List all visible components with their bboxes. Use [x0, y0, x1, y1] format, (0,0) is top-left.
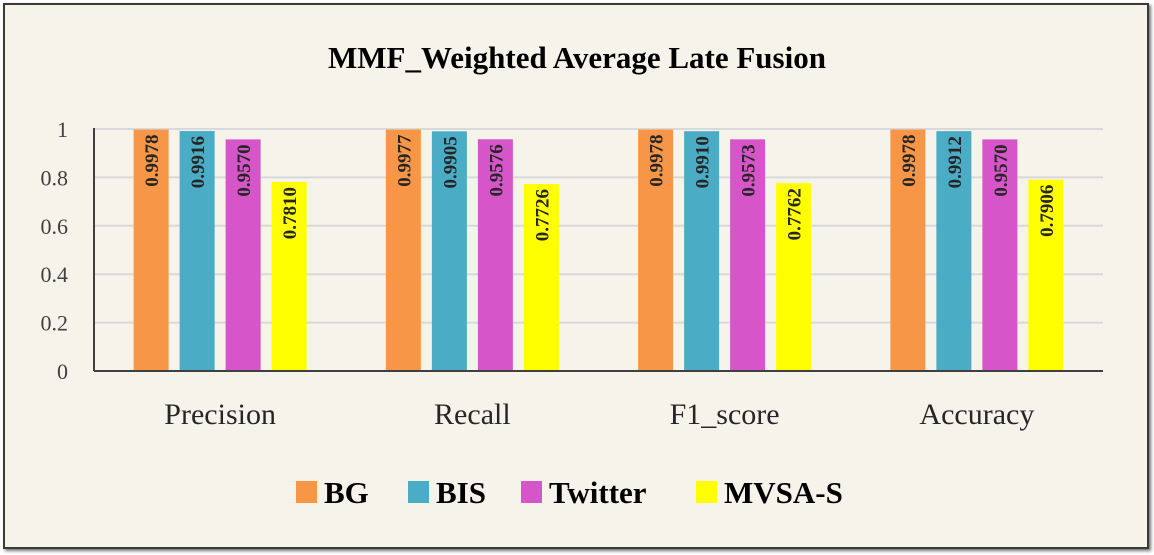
- bar-twitter-recall: [477, 139, 513, 371]
- data-label: 0.7810: [280, 187, 301, 239]
- y-tick-label: 0.8: [41, 165, 69, 190]
- legend-label-bis: BIS: [436, 475, 486, 510]
- legend-label-twitter: Twitter: [549, 475, 647, 510]
- legend-swatch-bg: [296, 481, 317, 503]
- y-tick-label: 1: [57, 117, 68, 142]
- data-label: 0.9905: [440, 136, 461, 188]
- y-axis-ticks: 0 0.2 0.4 0.6 0.8 1: [41, 117, 69, 384]
- x-tick-label: Accuracy: [919, 398, 1034, 431]
- legend-swatch-twitter: [521, 481, 542, 503]
- y-tick-label: 0.4: [41, 262, 69, 287]
- data-label: 0.7762: [785, 188, 806, 240]
- bar-bis-f1_score: [684, 131, 720, 371]
- bar-bis-precision: [179, 131, 215, 371]
- legend-swatch-bis: [408, 481, 429, 503]
- legend-label-mvsa-s: MVSA-S: [724, 475, 843, 510]
- bar-mvsa-s-f1_score: [776, 183, 812, 371]
- bar-bg-precision: [133, 129, 169, 371]
- bar-mvsa-s-precision: [271, 181, 307, 371]
- bar-mvsa-s-recall: [523, 184, 559, 371]
- gridlines: [94, 128, 1103, 324]
- bar-twitter-f1_score: [730, 139, 766, 371]
- legend-swatch-mvsa-s: [696, 481, 717, 503]
- bar-bg-recall: [385, 129, 421, 371]
- data-label: 0.9916: [188, 136, 209, 188]
- bar-bis-recall: [431, 131, 467, 371]
- x-tick-label: F1_score: [670, 398, 780, 431]
- data-label: 0.9573: [739, 144, 760, 196]
- x-axis-ticks: Precision Recall F1_score Accuracy: [164, 398, 1034, 431]
- data-label: 0.9978: [899, 135, 920, 187]
- data-label: 0.9570: [991, 144, 1012, 196]
- bars: [133, 129, 1064, 371]
- data-label: 0.7906: [1037, 185, 1058, 237]
- bar-bis-accuracy: [936, 131, 972, 371]
- legend: BG BIS Twitter MVSA-S: [296, 475, 843, 510]
- data-label: 0.9576: [486, 144, 507, 196]
- x-tick-label: Precision: [164, 398, 276, 431]
- data-labels: 0.9978 0.9916 0.9570 0.7810 0.9977 0.9905 0.95…: [142, 134, 1058, 241]
- bar-mvsa-s-accuracy: [1028, 179, 1064, 371]
- y-tick-label: 0: [57, 359, 68, 384]
- data-label: 0.9978: [647, 135, 668, 187]
- data-label: 0.9978: [142, 135, 163, 187]
- legend-label-bg: BG: [324, 475, 369, 510]
- y-tick-label: 0.2: [41, 311, 69, 336]
- data-label: 0.9912: [945, 136, 966, 188]
- data-label: 0.7726: [532, 189, 553, 241]
- bar-bg-f1_score: [638, 129, 674, 371]
- x-tick-label: Recall: [434, 398, 511, 431]
- bar-twitter-precision: [225, 139, 261, 371]
- data-label: 0.9570: [234, 144, 255, 196]
- data-label: 0.9977: [394, 134, 415, 187]
- data-label: 0.9910: [693, 136, 714, 188]
- chart-title: MMF_Weighted Average Late Fusion: [328, 40, 826, 75]
- bar-bg-accuracy: [890, 129, 926, 371]
- y-tick-label: 0.6: [41, 214, 69, 239]
- bar-twitter-accuracy: [982, 139, 1018, 371]
